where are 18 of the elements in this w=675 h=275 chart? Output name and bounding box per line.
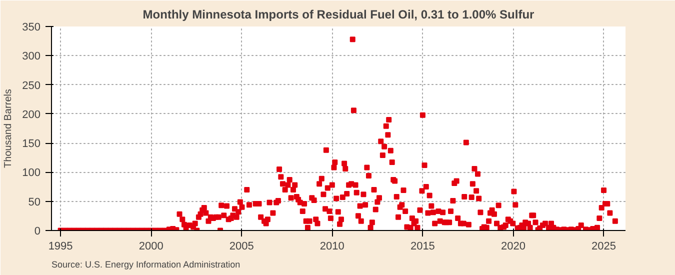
x-tick-label: 2020 <box>501 240 526 252</box>
x-tick-label: 2010 <box>320 240 344 252</box>
chart-title: Monthly Minnesota Imports of Residual Fuel Oil, 0.31 to 1.00% Sulfur <box>142 8 535 22</box>
y-tick-label: 350 <box>22 22 41 34</box>
y-tick-label: 300 <box>22 50 41 63</box>
y-tick-label: 0 <box>34 226 41 238</box>
y-tick-label: 100 <box>22 167 41 180</box>
y-tick-label: 200 <box>22 108 41 121</box>
y-tick-label: 250 <box>22 80 41 92</box>
x-tick-label: 1995 <box>48 240 73 252</box>
x-tick-label: 2000 <box>138 240 164 252</box>
x-tick-label: 2005 <box>229 240 254 252</box>
x-tick-label: 2025 <box>592 240 616 252</box>
y-tick-label: 50 <box>28 196 41 208</box>
x-tick-label: 2015 <box>410 240 435 252</box>
y-tick-label: 150 <box>22 138 41 150</box>
y-axis-title: Thousand Barrels <box>3 89 14 168</box>
source-note: Source: U.S. Energy Information Administration <box>52 260 240 270</box>
